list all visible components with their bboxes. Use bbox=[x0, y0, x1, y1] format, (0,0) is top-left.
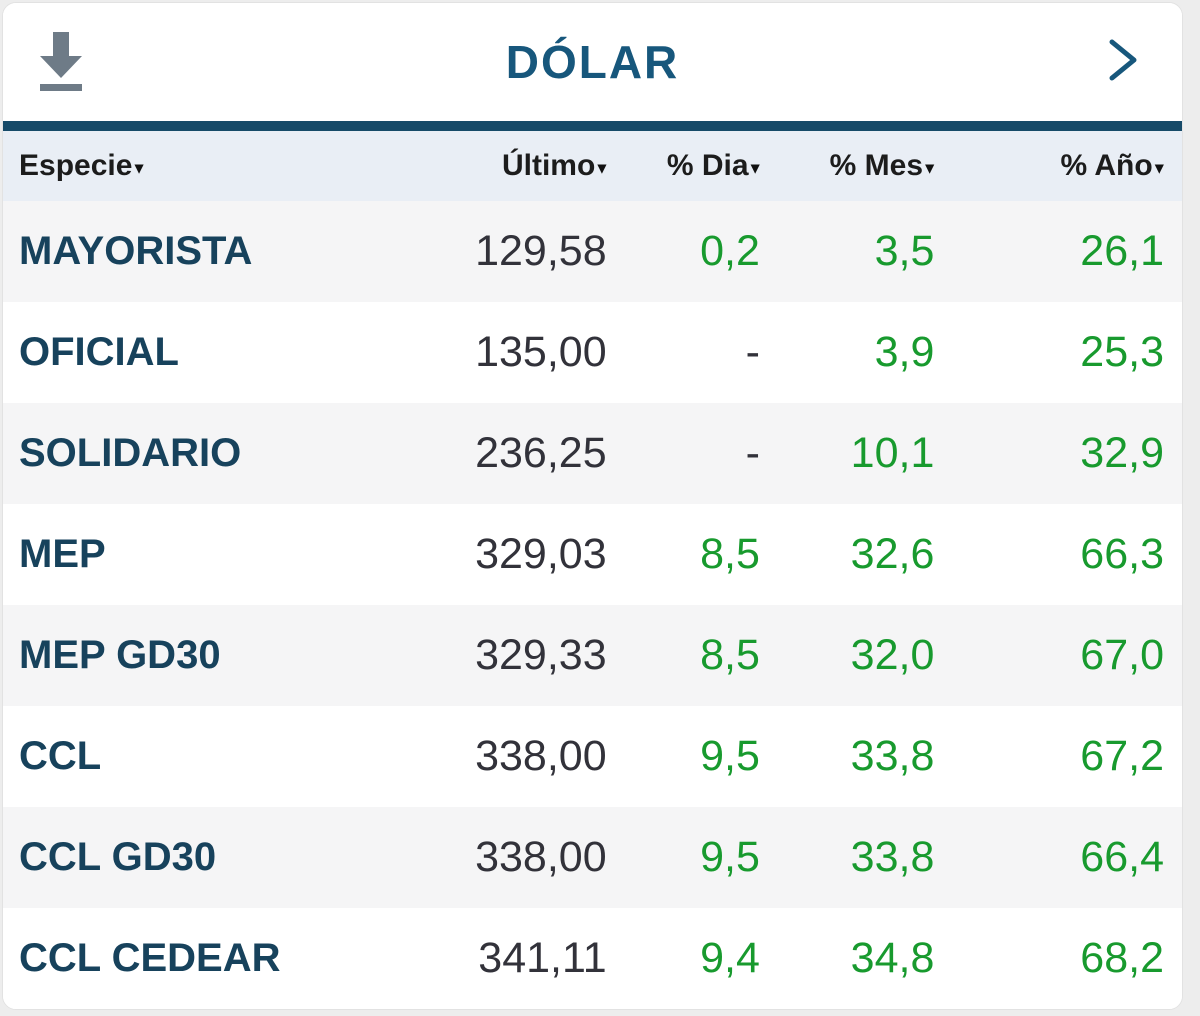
cell-anio: 66,3 bbox=[1080, 530, 1164, 578]
column-header-label: % Mes bbox=[829, 149, 924, 182]
dolar-widget: DÓLAR Especie ▾ Último ▾ % Dia ▾ bbox=[2, 2, 1183, 1010]
expand-button[interactable] bbox=[1098, 33, 1148, 89]
column-header-dia[interactable]: % Dia ▾ bbox=[607, 131, 760, 201]
table-row[interactable]: SOLIDARIO 236,25 - 10,1 32,9 bbox=[3, 403, 1182, 504]
table-body: MAYORISTA 129,58 0,2 3,5 26,1 OFICIAL 135,00 - 3… bbox=[3, 201, 1182, 1009]
cell-especie: MEP GD30 bbox=[19, 633, 221, 677]
cell-mes: 33,8 bbox=[850, 833, 935, 881]
sort-icon: ▾ bbox=[750, 156, 760, 178]
cell-anio: 25,3 bbox=[1080, 328, 1164, 376]
widget-header: DÓLAR bbox=[3, 3, 1182, 121]
cell-mes: 3,5 bbox=[874, 227, 935, 275]
table-row[interactable]: MEP 329,03 8,5 32,6 66,3 bbox=[3, 504, 1182, 605]
cell-dia: 8,5 bbox=[700, 631, 760, 679]
cell-ultimo: 338,00 bbox=[475, 833, 607, 881]
cell-mes: 10,1 bbox=[850, 429, 935, 477]
cell-mes: 32,6 bbox=[850, 530, 935, 578]
cell-dia: 9,5 bbox=[700, 732, 760, 780]
cell-dia: 9,4 bbox=[700, 934, 760, 982]
cell-anio: 67,2 bbox=[1080, 732, 1164, 780]
table-row[interactable]: CCL CEDEAR 341,11 9,4 34,8 68,2 bbox=[3, 908, 1182, 1009]
cell-especie: SOLIDARIO bbox=[19, 431, 242, 475]
cell-mes: 34,8 bbox=[850, 934, 935, 982]
sort-icon: ▾ bbox=[134, 156, 144, 178]
cell-anio: 66,4 bbox=[1080, 833, 1164, 881]
sort-icon: ▾ bbox=[597, 156, 607, 178]
cell-ultimo: 129,58 bbox=[475, 227, 607, 275]
sort-icon: ▾ bbox=[1154, 156, 1164, 178]
cell-dia: 8,5 bbox=[700, 530, 760, 578]
cell-anio: 67,0 bbox=[1080, 631, 1164, 679]
table-row[interactable]: CCL 338,00 9,5 33,8 67,2 bbox=[3, 706, 1182, 807]
column-header-anio[interactable]: % Año ▾ bbox=[934, 131, 1182, 201]
cell-dia: - bbox=[745, 429, 760, 477]
column-header-label: % Dia bbox=[666, 149, 749, 182]
cell-anio: 26,1 bbox=[1080, 227, 1164, 275]
download-button[interactable] bbox=[29, 27, 93, 97]
cell-mes: 33,8 bbox=[850, 732, 935, 780]
cell-ultimo: 341,11 bbox=[478, 934, 607, 982]
cell-ultimo: 329,33 bbox=[475, 631, 607, 679]
chevron-right-icon bbox=[1106, 36, 1140, 87]
cell-dia: 0,2 bbox=[700, 227, 760, 275]
table-row[interactable]: MAYORISTA 129,58 0,2 3,5 26,1 bbox=[3, 201, 1182, 302]
cell-mes: 3,9 bbox=[874, 328, 935, 376]
cell-anio: 68,2 bbox=[1080, 934, 1164, 982]
column-header-label: % Año bbox=[1060, 149, 1153, 182]
column-header-especie[interactable]: Especie ▾ bbox=[3, 131, 380, 201]
column-header-ultimo[interactable]: Último ▾ bbox=[380, 131, 607, 201]
cell-ultimo: 338,00 bbox=[475, 732, 607, 780]
cell-especie: CCL CEDEAR bbox=[19, 936, 281, 980]
table-header-row: Especie ▾ Último ▾ % Dia ▾ % Mes ▾ % Año ▾ bbox=[3, 131, 1182, 201]
column-header-label: Último bbox=[501, 149, 596, 182]
table-row[interactable]: CCL GD30 338,00 9,5 33,8 66,4 bbox=[3, 807, 1182, 908]
cell-ultimo: 135,00 bbox=[475, 328, 607, 376]
table-row[interactable]: OFICIAL 135,00 - 3,9 25,3 bbox=[3, 302, 1182, 403]
dolar-table: Especie ▾ Último ▾ % Dia ▾ % Mes ▾ % Año ▾ MA… bbox=[3, 131, 1182, 1009]
table-row[interactable]: MEP GD30 329,33 8,5 32,0 67,0 bbox=[3, 605, 1182, 706]
cell-especie: MEP bbox=[19, 532, 106, 576]
cell-dia: - bbox=[745, 328, 760, 376]
cell-especie: CCL GD30 bbox=[19, 835, 217, 879]
sort-icon: ▾ bbox=[925, 156, 935, 178]
cell-especie: CCL bbox=[19, 734, 102, 778]
widget-title: DÓLAR bbox=[505, 36, 680, 88]
accent-bar bbox=[3, 121, 1182, 131]
cell-especie: MAYORISTA bbox=[19, 229, 253, 273]
column-header-mes[interactable]: % Mes ▾ bbox=[760, 131, 935, 201]
cell-mes: 32,0 bbox=[850, 631, 935, 679]
cell-anio: 32,9 bbox=[1080, 429, 1164, 477]
download-icon bbox=[32, 30, 90, 95]
column-header-label: Especie bbox=[19, 149, 133, 182]
cell-dia: 9,5 bbox=[700, 833, 760, 881]
cell-ultimo: 236,25 bbox=[475, 429, 607, 477]
cell-especie: OFICIAL bbox=[19, 330, 179, 374]
cell-ultimo: 329,03 bbox=[475, 530, 607, 578]
